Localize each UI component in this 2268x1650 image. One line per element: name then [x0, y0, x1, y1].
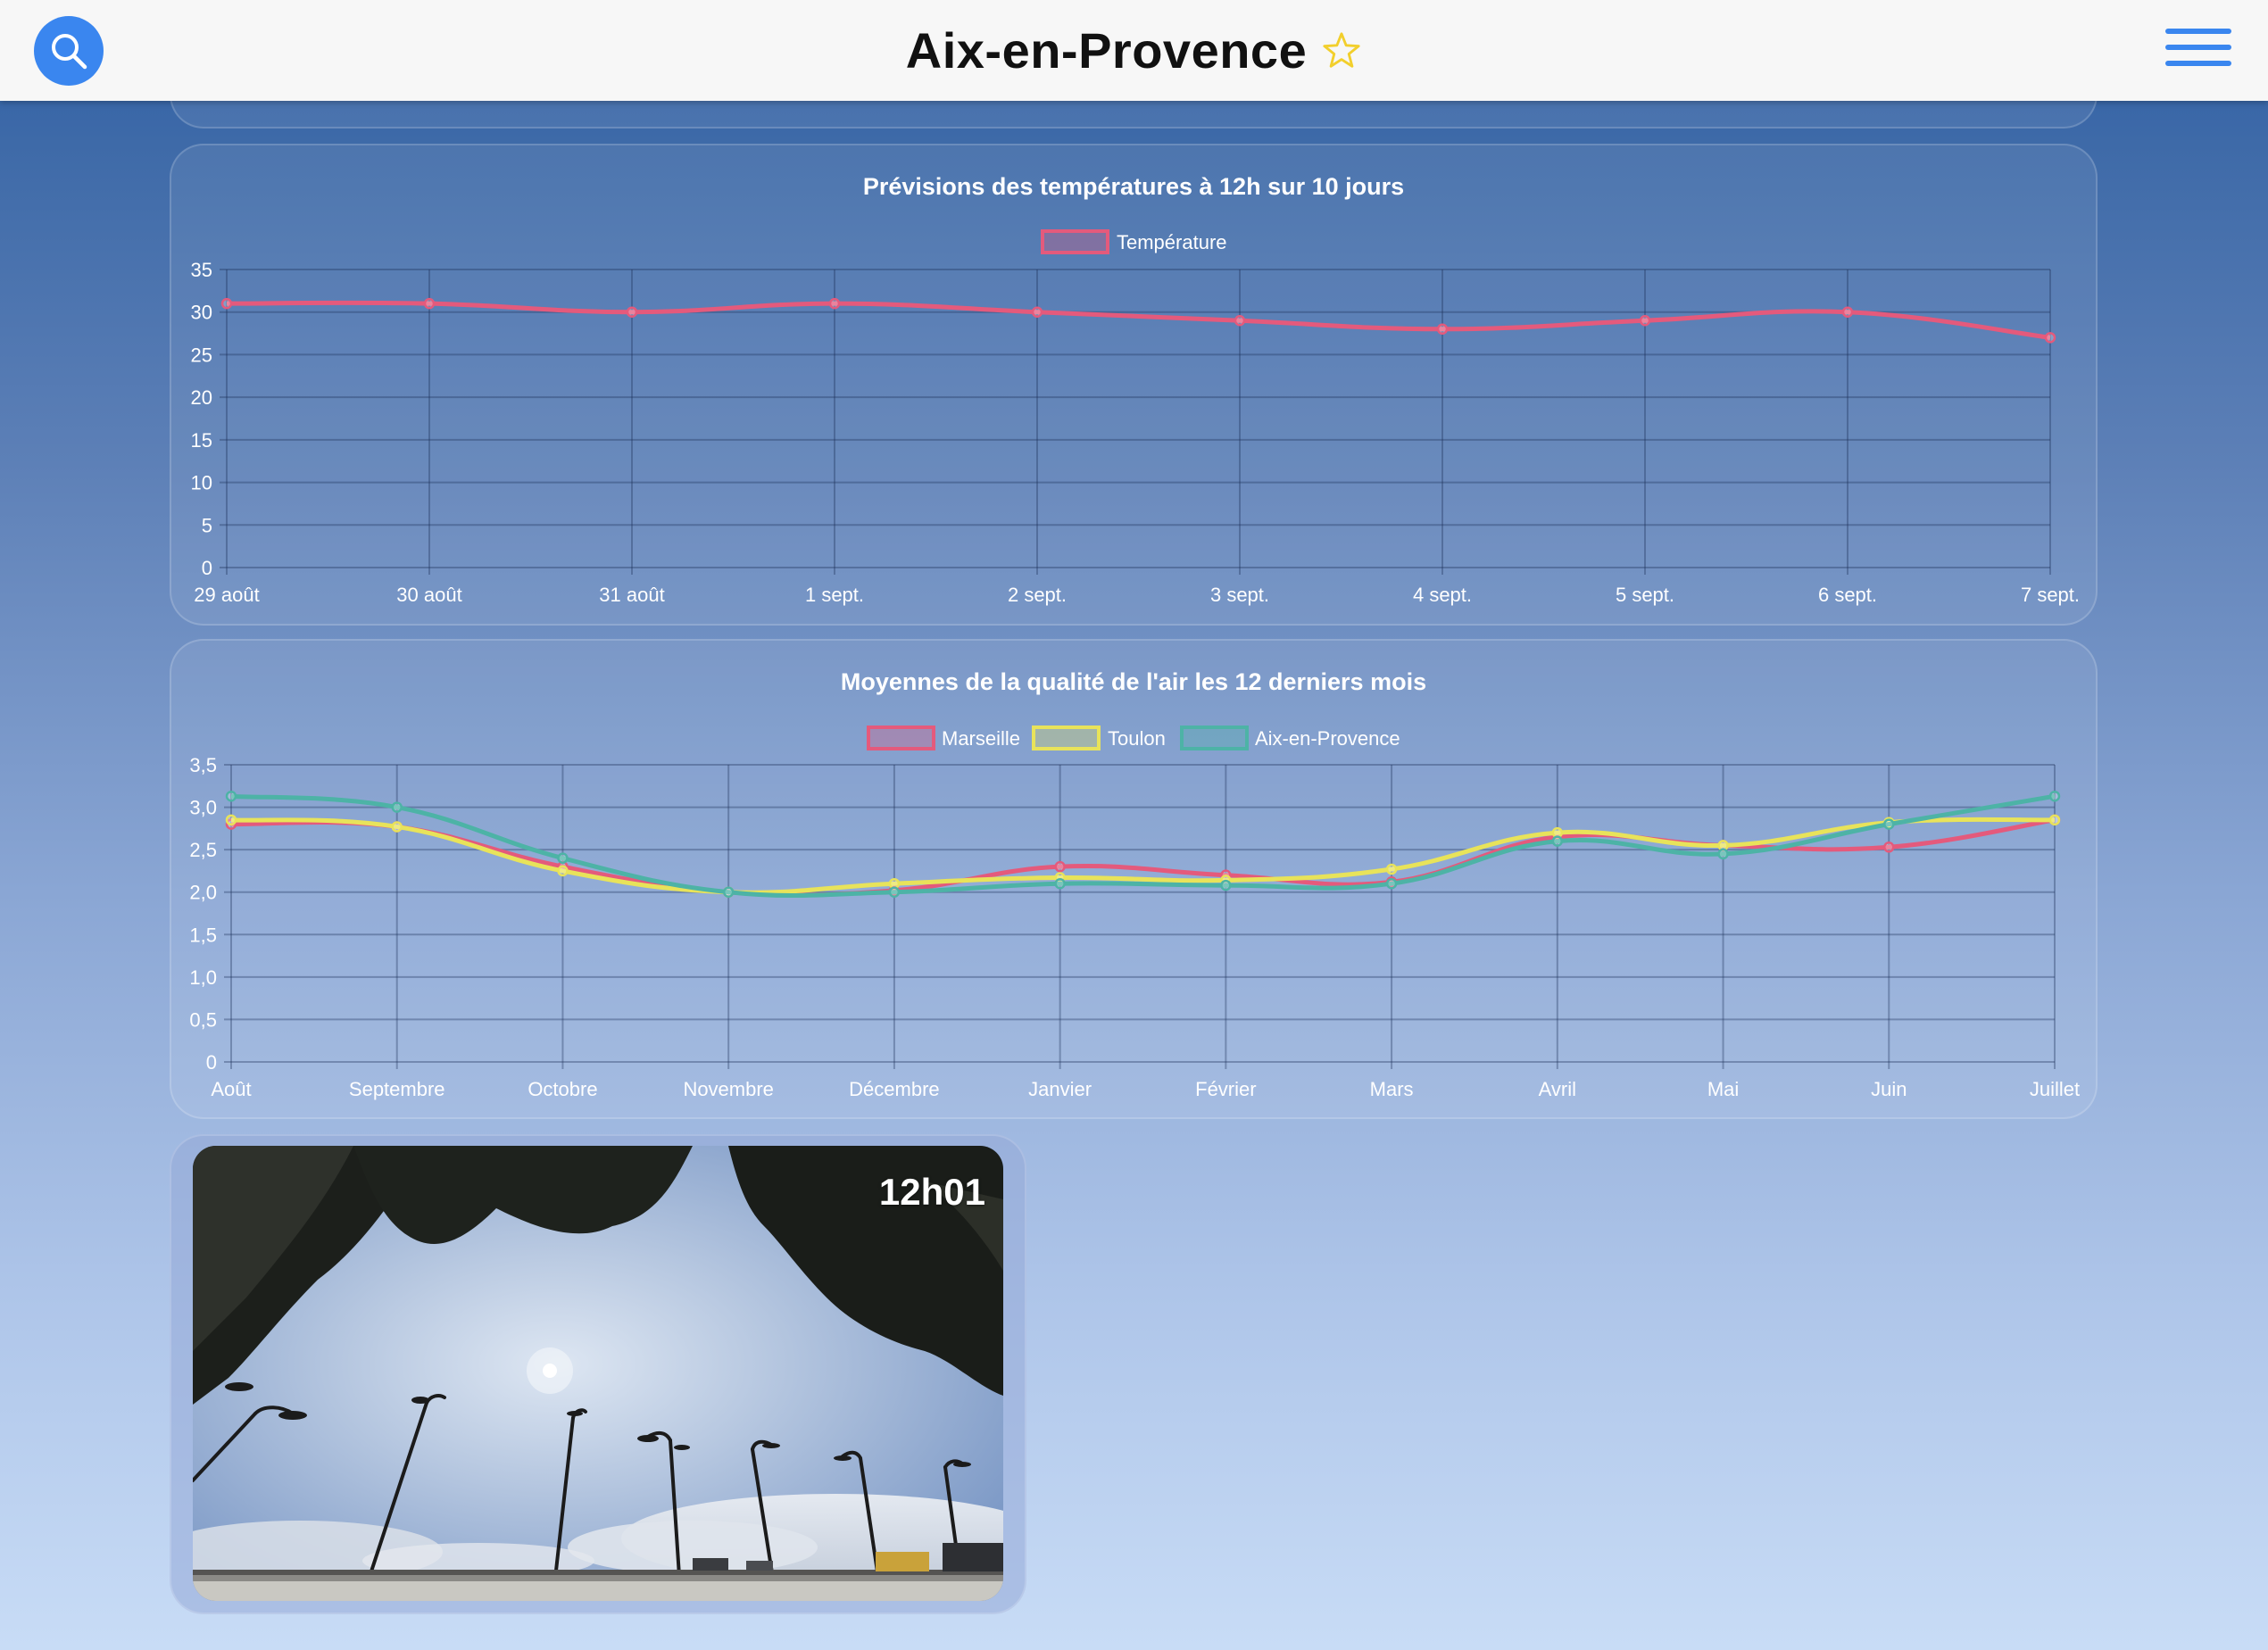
- page-title: Aix-en-Provence: [905, 22, 1308, 79]
- title-container: Aix-en-Provence: [0, 0, 2268, 101]
- temperature-chart-card: [170, 144, 2098, 626]
- webcam-scene: [193, 1146, 1003, 1601]
- search-button[interactable]: [34, 16, 104, 86]
- webcam-image[interactable]: 12h01: [193, 1146, 1003, 1601]
- air-quality-chart-card: [170, 639, 2098, 1119]
- app-header: Aix-en-Provence: [0, 0, 2268, 101]
- hamburger-menu-button[interactable]: [2165, 27, 2231, 71]
- webcam-time-label: 12h01: [878, 1171, 985, 1213]
- hamburger-menu-icon: [2165, 29, 2231, 34]
- star-outline-icon[interactable]: [1321, 30, 1362, 71]
- search-icon: [52, 34, 87, 70]
